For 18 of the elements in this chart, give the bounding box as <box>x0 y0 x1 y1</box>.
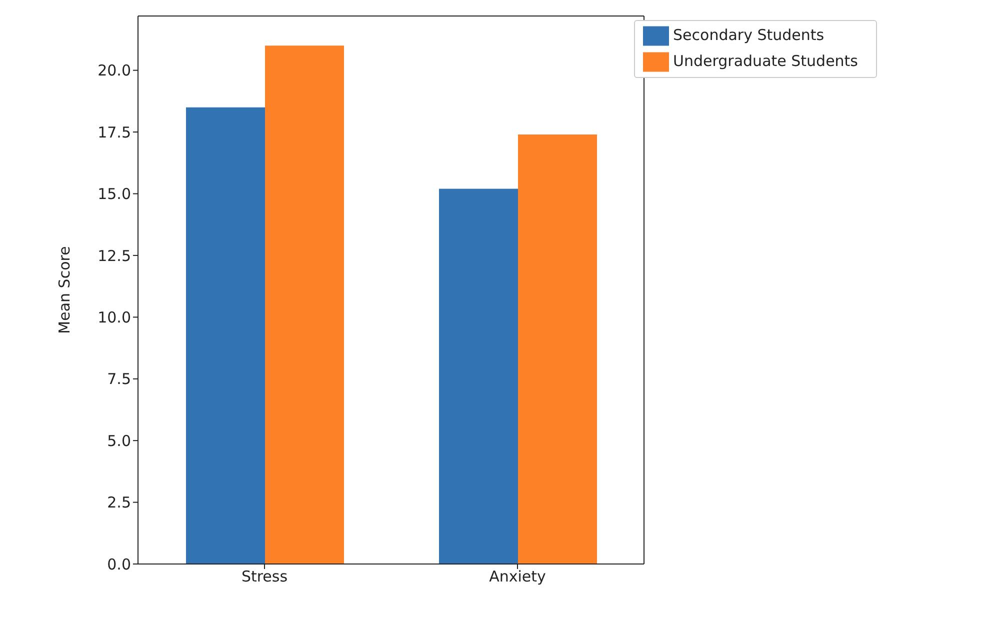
y-tick-label: 7.5 <box>107 370 131 388</box>
y-tick-label: 20.0 <box>98 62 131 80</box>
y-axis-title: Mean Score <box>55 246 74 334</box>
y-tick-label: 0.0 <box>107 555 131 574</box>
y-tick-label: 5.0 <box>107 432 131 450</box>
y-tick-label: 17.5 <box>98 123 131 142</box>
legend-label: Undergraduate Students <box>673 52 858 70</box>
bar <box>439 188 518 564</box>
x-tick-label: Stress <box>241 568 288 586</box>
y-tick-label: 12.5 <box>98 246 131 265</box>
y-tick-label: 15.0 <box>98 185 131 204</box>
x-tick-label: Anxiety <box>489 568 546 586</box>
y-tick-label: 2.5 <box>107 494 131 512</box>
bar <box>265 46 344 564</box>
bar <box>518 134 598 564</box>
bar <box>186 107 265 564</box>
y-tick-label: 10.0 <box>98 308 131 326</box>
legend-label: Secondary Students <box>673 26 824 44</box>
